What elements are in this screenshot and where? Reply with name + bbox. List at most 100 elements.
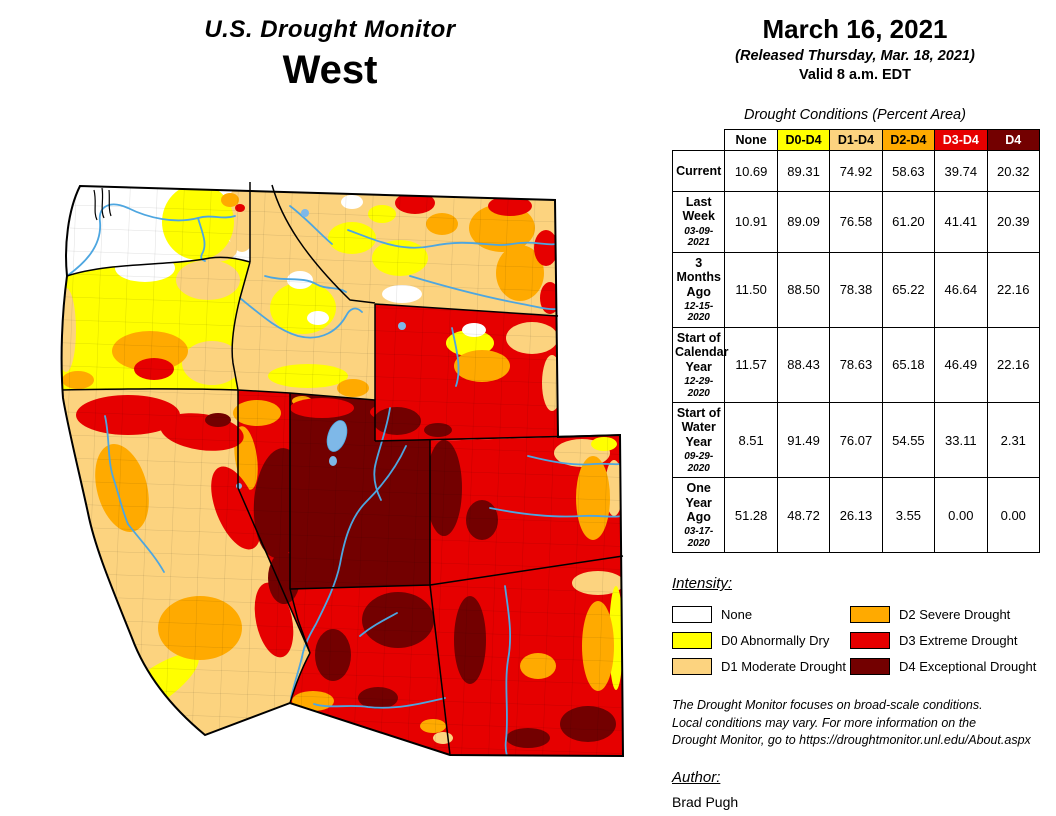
legend-label: D2 Severe Drought [899, 606, 1011, 622]
author-name: Brad Pugh [672, 794, 739, 810]
legend-item-d2: D2 Severe Drought [850, 601, 1048, 627]
legend-title: Intensity: [672, 575, 733, 593]
state-borders [61, 182, 624, 756]
report-date: March 16, 2021 [762, 14, 948, 44]
valid-time: Valid 8 a.m. EDT [798, 67, 911, 83]
legend-label: D4 Exceptional Drought [899, 658, 1037, 674]
disclaimer: The Drought Monitor focuses on broad-sca… [672, 697, 1048, 749]
row-label: Current [676, 163, 722, 178]
row-date: 09-29-2020 [684, 451, 714, 474]
table-cell: 33.11 [934, 401, 988, 479]
disclaimer-line: Drought Monitor, go to https://droughtmo… [672, 732, 1031, 747]
table-cell: 41.41 [934, 191, 988, 253]
west-map-svg [60, 182, 625, 758]
col-header-d4: D4 [986, 129, 1041, 151]
table-title: Drought Conditions (Percent Area) [744, 107, 966, 123]
table-cell: 2.31 [986, 401, 1041, 479]
table-cell: 74.92 [829, 150, 883, 192]
table-corner-cell [672, 129, 725, 151]
author-title: Author: [672, 769, 721, 786]
table-cell: 22.16 [986, 326, 1041, 404]
col-header-d2-d4: D2-D4 [881, 129, 936, 151]
table-cell: 89.09 [776, 191, 831, 253]
table-cell: 54.55 [881, 401, 936, 479]
table-cell: 26.13 [829, 477, 883, 554]
table-cell: 0.00 [986, 477, 1041, 554]
row-label: One Year Ago [685, 481, 712, 524]
table-cell: 65.18 [881, 326, 936, 404]
info-panel: March 16, 2021 (Released Thursday, Mar. … [662, 14, 1048, 816]
region-outline [60, 184, 625, 758]
table-cell: 10.91 [724, 191, 778, 253]
table-cell: 88.43 [776, 326, 831, 404]
table-cell: 20.39 [986, 191, 1041, 253]
rivers [66, 203, 623, 756]
row-label: Last Week [682, 195, 715, 224]
table-row-one-year-ago: One Year Ago 03-17-2020 51.28 48.72 26.13… [671, 477, 1041, 554]
d2-swatch [850, 605, 890, 623]
table-cell: 58.63 [881, 150, 936, 192]
col-header-none: None [724, 129, 778, 151]
table-row-3-months-ago: 3 Months Ago 12-15-2020 11.50 88.50 78.38… [671, 251, 1041, 328]
table-cell: 61.20 [881, 191, 936, 253]
table-cell: 48.72 [776, 477, 831, 554]
county-lines-texture [61, 186, 624, 756]
table-cell: 65.22 [881, 251, 936, 328]
row-label: 3 Months Ago [676, 255, 721, 299]
d0-swatch [672, 631, 712, 649]
table-cell: 8.51 [724, 401, 778, 479]
legend-item-d4: D4 Exceptional Drought [850, 653, 1048, 679]
table-cell: 91.49 [776, 401, 831, 479]
table-cell: 78.63 [829, 326, 883, 404]
title-block: U.S. Drought Monitor West [100, 16, 560, 93]
legend-label: D0 Abnormally Dry [721, 632, 830, 648]
d4-swatch [850, 657, 890, 675]
table-row-start-calendar-year: Start of Calendar Year 12-29-2020 11.57 8… [671, 326, 1041, 404]
row-date: 03-09-2021 [684, 225, 714, 249]
row-date: 12-29-2020 [684, 376, 714, 399]
d1-swatch [672, 657, 712, 675]
author-org: CPC/NOAA [672, 813, 1048, 816]
disclaimer-line: The Drought Monitor focuses on broad-sca… [672, 698, 983, 713]
table-cell: 89.31 [776, 150, 831, 192]
table-cell: 46.49 [934, 326, 988, 404]
puget-sound-inlets [93, 187, 112, 221]
d3-swatch [850, 631, 890, 649]
author-block: Author: Brad Pugh CPC/NOAA [672, 769, 1048, 816]
table-row-start-water-year: Start of Water Year 09-29-2020 8.51 91.49… [671, 401, 1041, 479]
none-swatch [672, 605, 712, 623]
release-info: (Released Thursday, Mar. 18, 2021) [735, 48, 975, 64]
legend-item-d3: D3 Extreme Drought [850, 627, 1048, 653]
legend-label: D3 Extreme Drought [899, 632, 1018, 648]
col-header-d1-d4: D1-D4 [829, 129, 883, 151]
table-row-last-week: Last Week 03-09-2021 10.91 89.09 76.58 61… [671, 191, 1041, 253]
row-label: Start of Calendar Year [675, 330, 729, 374]
table-row-current: Current 10.69 89.31 74.92 58.63 39.74 20… [671, 150, 1041, 192]
table-cell: 78.38 [829, 251, 883, 328]
great-salt-lake [326, 420, 348, 452]
table-header-row: None D0-D4 D1-D4 D2-D4 D3-D4 D4 [672, 129, 1041, 151]
drought-conditions-table: None D0-D4 D1-D4 D2-D4 D3-D4 D4 Current … [671, 129, 1041, 554]
table-cell: 0.00 [934, 477, 988, 554]
table-cell: 76.58 [829, 191, 883, 253]
disclaimer-line: Local conditions may vary. For more info… [672, 715, 977, 730]
table-cell: 39.74 [934, 150, 988, 192]
table-cell: 11.57 [724, 326, 778, 404]
region-title: West [282, 48, 378, 92]
table-cell: 76.07 [829, 401, 883, 479]
legend-item-d1: D1 Moderate Drought [672, 653, 850, 679]
table-cell: 20.32 [986, 150, 1041, 192]
table-cell: 46.64 [934, 251, 988, 328]
table-cell: 10.69 [724, 150, 778, 192]
legend-item-none: None [672, 601, 850, 627]
legend-label: D1 Moderate Drought [721, 658, 847, 674]
row-date: 12-15-2020 [684, 300, 714, 324]
row-label: Start of Water Year [676, 406, 721, 449]
table-cell: 11.50 [724, 251, 778, 328]
table-cell: 51.28 [724, 477, 778, 554]
col-header-d0-d4: D0-D4 [776, 129, 831, 151]
table-cell: 88.50 [776, 251, 831, 328]
legend-item-d0: D0 Abnormally Dry [672, 627, 850, 653]
lakes [236, 209, 406, 489]
